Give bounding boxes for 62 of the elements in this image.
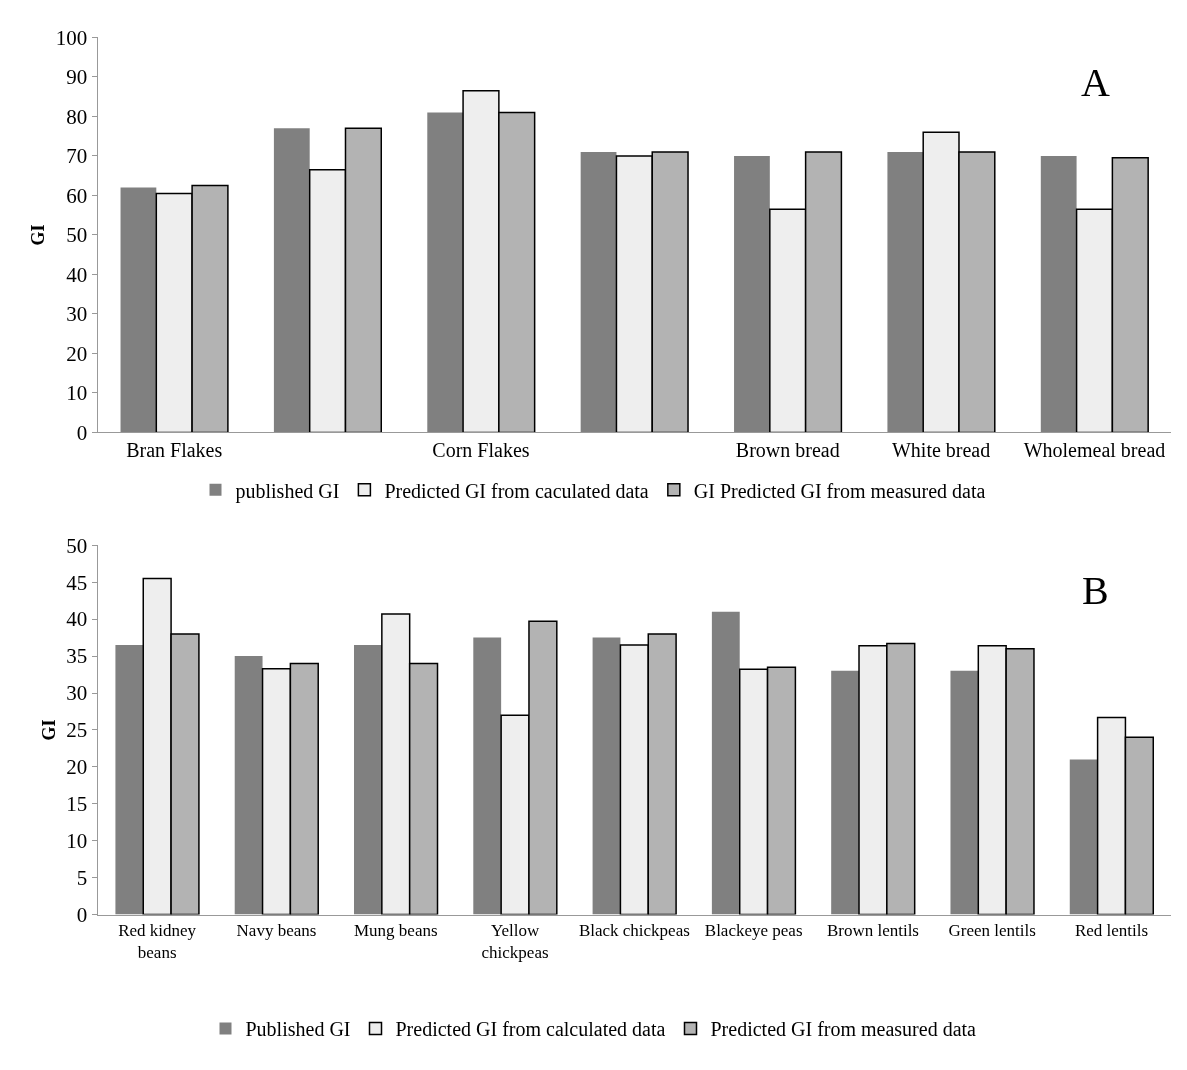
bar [427,112,464,433]
y-tick-label: 20 [66,755,88,780]
bar [950,670,979,915]
y-tick-label: 0 [76,902,88,927]
x-tick-label: Yellow chickpeas [481,921,549,963]
y-tick-label: 30 [66,302,88,327]
y-tick-label: 15 [66,792,88,817]
y-tick-label: 0 [76,420,88,445]
legend-label: Predicted GI from measured data [710,1018,977,1041]
bar [234,656,263,915]
bar [473,637,502,915]
y-tick-label: 50 [66,533,88,558]
y-tick-label: 80 [66,104,88,129]
y-tick-label: 50 [66,223,88,248]
y-tick-label: 10 [66,381,88,406]
x-tick-label: Navy beans [236,921,317,941]
annotation: A [1081,60,1110,105]
y-axis-title: GI [38,719,59,741]
y-tick-label: 60 [66,183,88,208]
legend-label: Predicted GI from calculated data [395,1018,666,1041]
bar [1040,155,1077,433]
y-tick-label: 30 [66,681,88,706]
x-tick-label: Corn Flakes [432,439,530,462]
x-tick-label: Wholemeal bread [1023,439,1166,462]
legend-label: Published GI [245,1018,351,1041]
bar [120,187,157,433]
x-tick-label: Black chickpeas [578,921,690,941]
x-tick-label: Red lentils [1074,921,1149,941]
y-tick-label: 40 [66,607,88,632]
legend-label: published GI [235,479,340,503]
x-tick-label: Brown lentils [826,921,919,941]
x-tick-label: Brown bread [735,439,840,462]
y-tick-label: 20 [66,341,88,366]
bar [580,151,617,433]
legend-label: Predicted GI from caculated data [384,479,649,502]
bar [115,644,144,915]
bar [734,155,770,433]
y-tick-label: 5 [76,866,88,891]
legend-label: GI Predicted GI from measured data [693,479,986,502]
y-tick-label: 70 [66,144,88,169]
bar [592,637,621,915]
x-tick-label: Bran Flakes [126,439,223,462]
x-tick-label: Mung beans [353,921,438,941]
y-axis-title: GI [28,224,49,246]
x-tick-label: Red kidney beans [118,921,197,963]
x-tick-label: White bread [891,439,991,462]
y-tick-label: 90 [66,65,88,90]
bar [1069,759,1098,915]
bar [273,128,310,433]
y-tick-label: 40 [66,262,88,287]
y-tick-label: 35 [66,644,88,669]
y-tick-label: 100 [55,25,88,50]
bar [831,670,860,915]
annotation: B [1082,568,1109,613]
bar [354,644,382,915]
y-tick-label: 45 [66,570,88,595]
y-tick-label: 25 [66,718,88,743]
bar [711,611,740,915]
bar [887,151,924,433]
y-tick-label: 10 [66,829,88,854]
x-tick-label: Blackeye peas [704,921,803,941]
x-tick-label: Green lentils [948,921,1036,941]
